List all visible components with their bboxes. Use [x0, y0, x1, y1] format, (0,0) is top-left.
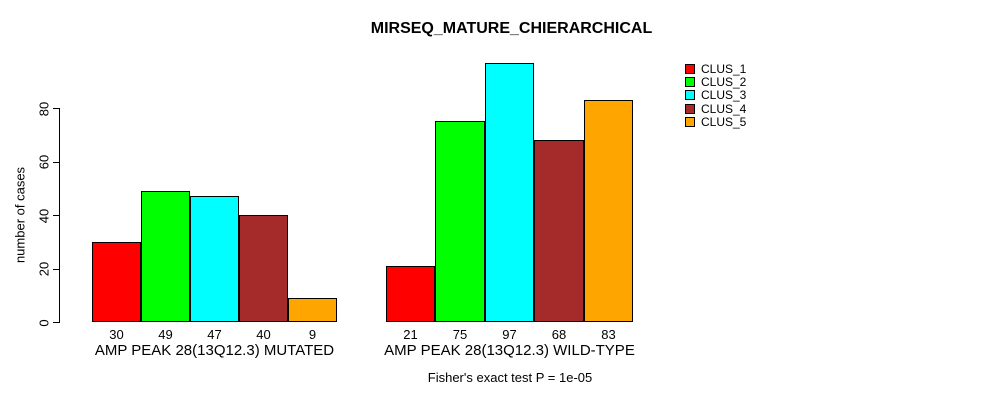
legend-swatch-clus_1 — [685, 63, 695, 74]
legend-item-clus_1: CLUS_1 — [685, 61, 747, 76]
bar-value-label: 40 — [256, 327, 271, 342]
bar-clus_5-group1 — [288, 298, 337, 322]
y-axis-line — [59, 108, 60, 323]
bar-clus_3-group1 — [190, 196, 239, 322]
legend-swatch-clus_4 — [685, 103, 695, 114]
legend-swatch-clus_5 — [685, 117, 695, 128]
bar-value-label: 21 — [403, 327, 418, 342]
legend-item-clus_4: CLUS_4 — [685, 101, 747, 116]
chart-title: MIRSEQ_MATURE_CHIERARCHICAL — [370, 20, 653, 37]
caption-fisher-test: Fisher's exact test P = 1e-05 — [427, 370, 593, 385]
bar-clus_2-group1 — [141, 191, 190, 322]
legend-swatch-clus_3 — [685, 90, 695, 101]
legend-label: CLUS_1 — [701, 61, 747, 76]
bar-clus_3-group2 — [485, 63, 534, 322]
y-axis-tick-label: 40 — [36, 208, 52, 223]
group-label: AMP PEAK 28(13Q12.3) MUTATED — [94, 342, 335, 359]
y-axis-tick — [53, 161, 59, 163]
bar-value-label: 68 — [551, 327, 567, 342]
y-axis-tick-label: 0 — [36, 318, 52, 327]
bar-clus_4-group1 — [239, 215, 288, 322]
y-axis-tick-label: 20 — [36, 261, 52, 277]
legend-item-clus_3: CLUS_3 — [685, 88, 747, 103]
legend: CLUS_1 CLUS_2 CLUS_3 CLUS_4 CLUS_5 — [685, 62, 746, 129]
y-axis-tick — [53, 108, 59, 109]
y-axis-tick — [53, 322, 59, 323]
legend-swatch-clus_2 — [685, 77, 695, 88]
y-axis-tick — [53, 215, 59, 216]
bar-clus_5-group2 — [584, 100, 633, 322]
y-axis-tick-label: 60 — [36, 154, 52, 170]
legend-label: CLUS_5 — [701, 115, 747, 130]
bar-clus_1-group2 — [386, 266, 435, 322]
legend-label: CLUS_4 — [701, 101, 747, 116]
bar-clus_4-group2 — [534, 140, 584, 322]
legend-item-clus_2: CLUS_2 — [685, 75, 747, 90]
bar-clus_1-group1 — [92, 242, 141, 322]
legend-label: CLUS_3 — [701, 88, 747, 103]
y-axis-tick — [53, 268, 59, 270]
legend-item-clus_5: CLUS_5 — [685, 115, 747, 130]
bar-value-label: 47 — [207, 327, 222, 342]
y-axis-tick-label: 80 — [36, 101, 52, 116]
legend-label: CLUS_2 — [701, 75, 747, 90]
group-label: AMP PEAK 28(13Q12.3) WILD-TYPE — [384, 342, 635, 359]
bar-value-label: 83 — [601, 327, 616, 342]
bar-value-label: 75 — [452, 327, 468, 342]
bar-value-label: 49 — [158, 327, 173, 342]
bar-clus_2-group2 — [435, 121, 485, 322]
bar-value-label: 97 — [502, 327, 517, 342]
bar-value-label: 9 — [308, 327, 317, 342]
bar-value-label: 30 — [109, 327, 124, 342]
